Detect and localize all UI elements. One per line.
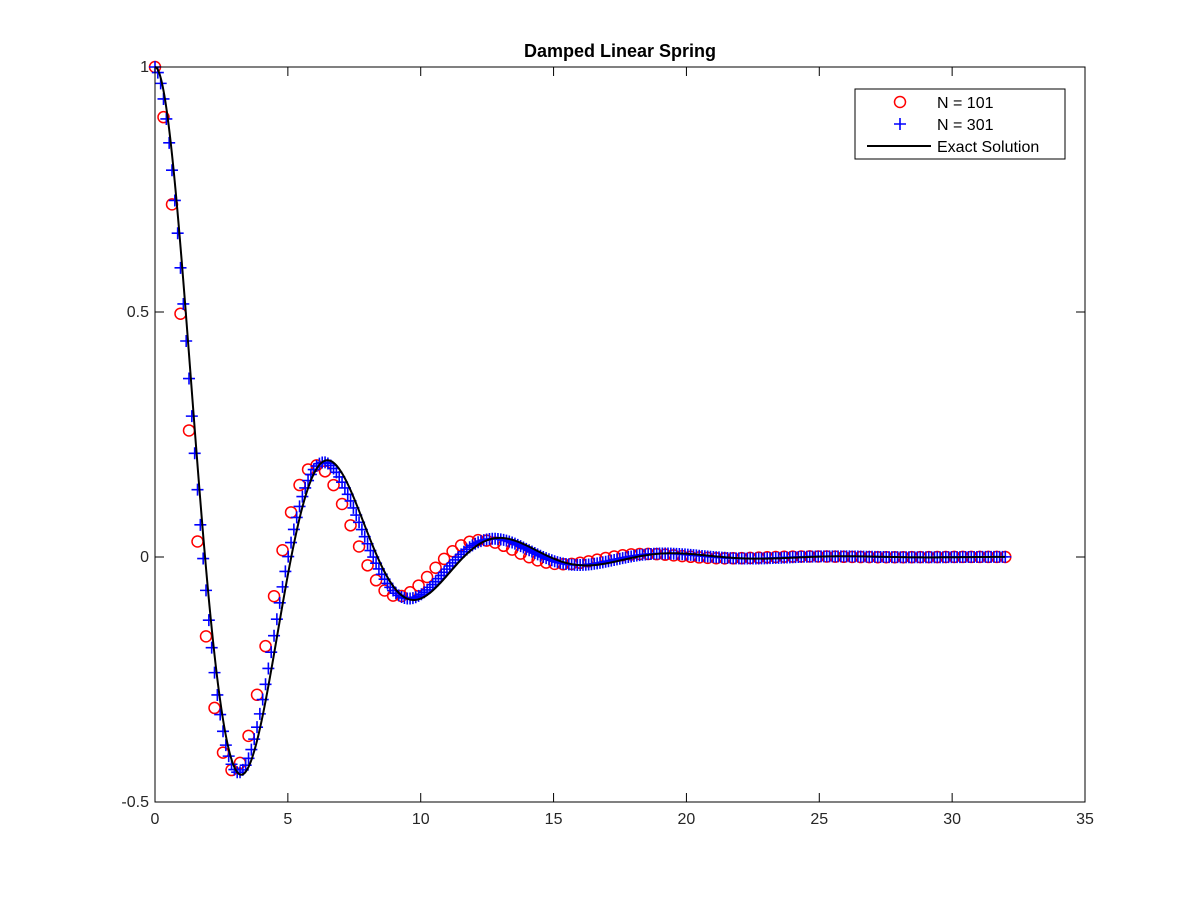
data-point-plus	[211, 688, 224, 701]
data-point-plus	[446, 556, 459, 569]
data-point-plus	[208, 666, 221, 679]
data-point-circle	[199, 630, 213, 643]
data-point-plus	[194, 518, 207, 531]
y-tick-label: 1	[140, 59, 149, 76]
data-point-plus	[503, 535, 516, 548]
data-point-plus	[163, 136, 176, 149]
data-point-circle	[420, 570, 434, 584]
series-exact-solution	[154, 66, 1006, 776]
x-tick-label: 0	[151, 811, 160, 828]
data-point-circle	[344, 519, 357, 532]
data-point-circle	[208, 701, 221, 715]
exact-solution-line	[154, 66, 1006, 776]
x-tick-label: 15	[545, 811, 563, 828]
data-point-circle	[429, 561, 442, 575]
ticks-layer: 0 5 10 15 20 25 30 35-0.500.51	[121, 59, 1094, 828]
data-point-plus	[188, 447, 201, 460]
data-point-plus	[449, 553, 462, 566]
y-tick-label: 0.5	[127, 304, 149, 321]
data-point-plus	[426, 578, 439, 591]
data-point-plus	[409, 591, 422, 604]
data-point-plus	[171, 227, 184, 240]
x-tick-label: 30	[943, 811, 961, 828]
x-tick-label: 10	[412, 811, 430, 828]
data-point-plus	[299, 481, 312, 494]
data-point-plus	[177, 297, 190, 310]
data-point-plus	[506, 536, 519, 549]
x-tick-label: 25	[810, 811, 828, 828]
data-point-circle	[361, 559, 374, 572]
data-point-plus	[429, 575, 442, 588]
data-point-plus	[197, 552, 210, 565]
legend-label: N = 301	[937, 117, 994, 134]
x-tick-label: 35	[1076, 811, 1094, 828]
x-tick-label: 20	[678, 811, 696, 828]
data-point-plus	[500, 534, 513, 547]
data-point-circle	[267, 589, 281, 603]
data-point-circle	[335, 497, 349, 511]
data-point-circle	[327, 478, 340, 492]
data-point-plus	[440, 563, 453, 576]
data-point-plus	[200, 584, 213, 597]
data-point-plus	[219, 739, 232, 752]
legend-label: Exact Solution	[937, 139, 1039, 156]
data-point-circle	[437, 552, 451, 566]
data-point-circle	[276, 543, 289, 557]
data-point-plus	[302, 474, 315, 487]
data-point-plus	[168, 194, 181, 207]
data-point-plus	[406, 592, 419, 605]
data-point-plus	[214, 708, 227, 721]
data-point-plus	[180, 335, 193, 348]
y-tick-label: -0.5	[121, 794, 149, 811]
data-point-plus	[435, 569, 448, 582]
data-point-plus	[438, 566, 451, 579]
legend-label: N = 101	[937, 95, 994, 112]
series-layer	[148, 60, 1012, 779]
data-point-plus	[183, 372, 196, 385]
legend-symbol	[894, 118, 906, 130]
data-point-plus	[185, 410, 198, 423]
data-point-plus	[174, 261, 187, 274]
plot-area	[155, 67, 1085, 802]
data-point-circle	[157, 110, 170, 124]
data-point-plus	[202, 614, 215, 627]
data-point-plus	[443, 559, 456, 572]
data-point-plus	[166, 164, 179, 177]
legend-box	[854, 88, 1066, 160]
axes-box	[154, 66, 1086, 803]
x-tick-label: 5	[283, 811, 292, 828]
data-point-circle	[352, 540, 366, 553]
legend: N = 101 N = 301 Exact Solution	[854, 88, 1066, 160]
legend-symbol	[893, 95, 907, 109]
data-point-plus	[423, 581, 436, 594]
data-point-plus	[205, 641, 218, 654]
data-point-plus	[191, 483, 204, 496]
chart-title: Damped Linear Spring	[524, 41, 716, 61]
data-point-plus	[432, 572, 445, 585]
y-tick-label: 0	[140, 549, 149, 566]
data-point-plus	[217, 725, 230, 738]
